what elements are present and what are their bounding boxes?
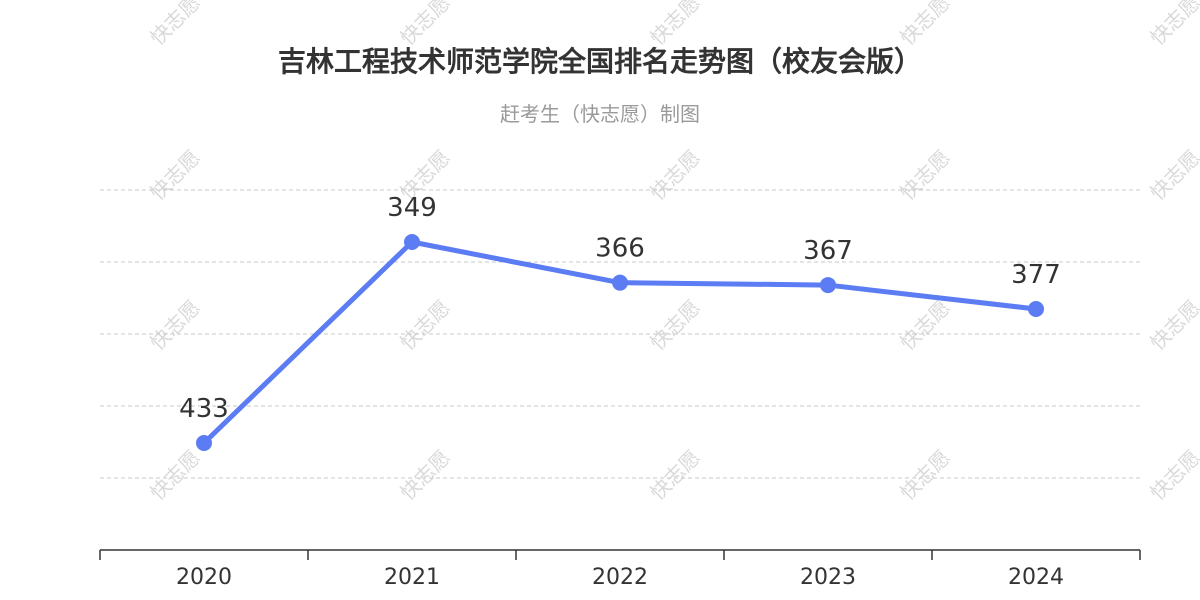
x-tick-label: 2021	[384, 565, 440, 590]
watermark-text: 快志愿	[145, 145, 204, 204]
x-tick-label: 2024	[1008, 565, 1064, 590]
watermark-text: 快志愿	[895, 445, 954, 504]
watermark-text: 快志愿	[1145, 145, 1200, 204]
watermark-text: 快志愿	[645, 0, 704, 50]
x-tick-label: 2020	[176, 565, 232, 590]
chart-title: 吉林工程技术师范学院全国排名走势图（校友会版）	[277, 45, 922, 78]
data-label: 349	[387, 193, 437, 223]
data-label: 367	[803, 236, 853, 266]
watermark-text: 快志愿	[895, 145, 954, 204]
watermark-text: 快志愿	[895, 295, 954, 354]
data-label: 433	[179, 394, 229, 424]
grid	[100, 189, 1140, 479]
watermark-text: 快志愿	[645, 445, 704, 504]
watermark-text: 快志愿	[1145, 445, 1200, 504]
data-point	[1028, 301, 1044, 317]
watermark-text: 快志愿	[1145, 0, 1200, 50]
watermark-text: 快志愿	[895, 0, 954, 50]
watermark-text: 快志愿	[645, 295, 704, 354]
data-label: 377	[1011, 260, 1061, 290]
x-axis: 2020 2021 2022 2023 2024	[99, 549, 1141, 590]
watermark-text: 快志愿	[395, 445, 454, 504]
watermark-text: 快志愿	[145, 295, 204, 354]
data-point	[404, 234, 420, 250]
watermark-text: 快志愿	[395, 0, 454, 50]
watermark-text: 快志愿	[1145, 295, 1200, 354]
watermark-text: 快志愿	[145, 0, 204, 50]
watermark-text: 快志愿	[395, 295, 454, 354]
data-point	[196, 435, 212, 451]
data-point	[820, 277, 836, 294]
watermark-text: 快志愿	[145, 445, 204, 504]
watermark-text: 快志愿	[645, 145, 704, 204]
x-tick-label: 2023	[800, 565, 856, 590]
watermark-layer: 快志愿 快志愿 快志愿 快志愿 快志愿快志愿 快志愿 快志愿 快志愿 快志愿快志愿 快志愿 快志愿快…	[145, 0, 1200, 505]
chart-subtitle: 赶考生（快志愿）制图	[500, 102, 700, 126]
data-point	[612, 274, 628, 291]
x-tick-label: 2022	[592, 565, 648, 590]
data-label: 366	[595, 234, 645, 264]
